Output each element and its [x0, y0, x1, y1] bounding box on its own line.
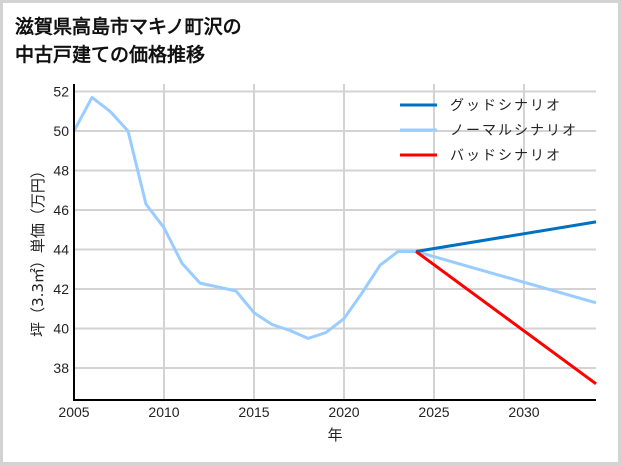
y-tick-label: 44 — [53, 242, 69, 258]
y-tick-label: 48 — [53, 163, 69, 179]
y-tick-label: 40 — [53, 321, 69, 337]
x-tick-labels: 2005 2010 2015 2020 2025 2030 — [58, 404, 539, 420]
x-tick-label: 2015 — [238, 404, 269, 420]
x-tick-label: 2025 — [418, 404, 449, 420]
y-axis-label: 坪（3.3㎡）単価（万円） — [29, 163, 47, 337]
series-line — [415, 250, 597, 386]
legend-label: ノーマルシナリオ — [450, 123, 578, 139]
x-tick-label: 2010 — [148, 404, 179, 420]
data-lines — [72, 95, 597, 386]
axes — [73, 84, 596, 401]
y-tick-label: 50 — [53, 123, 69, 139]
series-line — [72, 95, 597, 340]
y-tick-label: 42 — [53, 281, 69, 297]
y-tick-label: 38 — [53, 360, 69, 376]
series-line — [415, 220, 597, 253]
x-axis-label: 年 — [327, 426, 342, 444]
x-tick-label: 2005 — [58, 404, 89, 420]
y-tick-label: 52 — [53, 84, 69, 100]
x-tick-label: 2030 — [508, 404, 539, 420]
x-tick-label: 2020 — [328, 404, 359, 420]
chart-card: 滋賀県高島市マキノ町沢の 中古戸建ての価格推移 — [3, 3, 618, 462]
legend-label: グッドシナリオ — [450, 98, 562, 114]
y-tick-label: 46 — [53, 202, 69, 218]
y-tick-labels: 38 40 42 44 46 48 50 52 — [53, 84, 69, 377]
gridlines — [74, 84, 596, 400]
legend-label: バッドシナリオ — [450, 148, 562, 164]
chart-title: 滋賀県高島市マキノ町沢の 中古戸建ての価格推移 — [15, 16, 242, 66]
